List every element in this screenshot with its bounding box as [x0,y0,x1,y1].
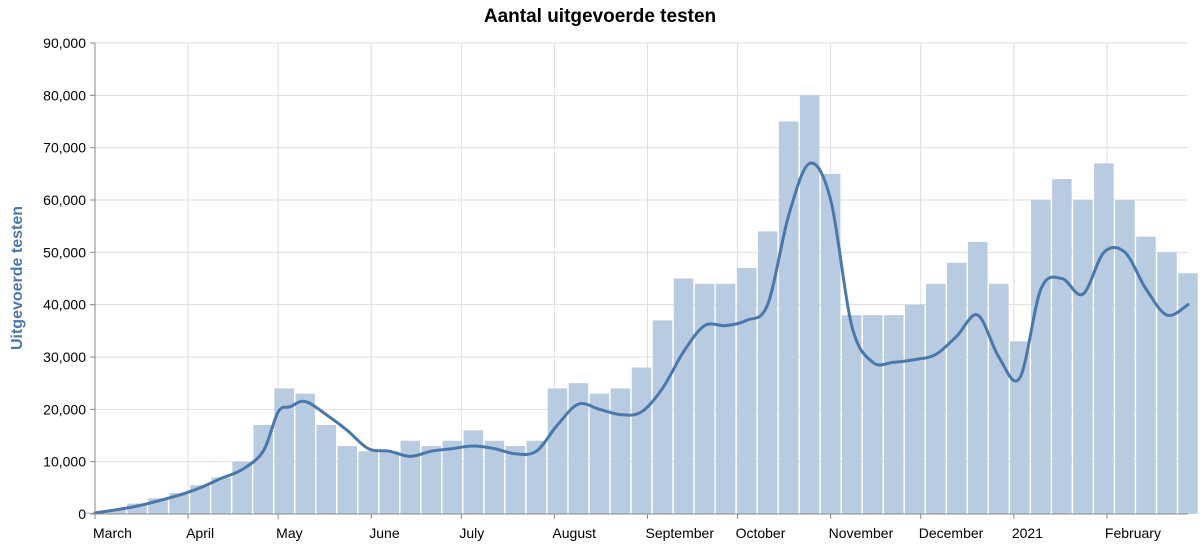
bar [968,241,988,514]
bar [631,367,652,514]
x-tick-label: February [1105,525,1161,541]
y-tick-label: 40,000 [43,297,86,313]
bar [316,425,336,514]
bar [568,383,589,514]
bar [295,393,315,514]
x-tick-label: November [829,525,894,541]
bar [1031,200,1051,514]
x-tick-label: March [93,525,132,541]
bar [778,121,799,514]
bar [715,283,736,514]
x-tick-label: April [186,525,214,541]
y-tick-label: 80,000 [43,87,86,103]
bar [841,315,862,514]
axes [90,42,1188,519]
bar [358,451,379,514]
bar [799,95,820,514]
bar [1094,163,1114,514]
bar [926,283,946,514]
bar [484,440,505,514]
line-series [93,161,1190,515]
bar [1157,252,1177,515]
x-tick-label: July [459,525,484,541]
bar [989,283,1009,514]
y-tick-label: 30,000 [43,349,86,365]
bar [652,320,673,514]
bar [1136,236,1156,514]
y-tick-label: 20,000 [43,401,86,417]
bar [1010,341,1030,514]
chart-title: Aantal uitgevoerde testen [483,6,717,27]
bar [1073,200,1093,514]
bar [169,493,189,514]
bar [463,430,484,514]
bar [421,445,442,514]
bar [547,388,568,514]
bar [694,283,715,514]
y-tick-label: 70,000 [43,140,86,156]
bar [526,440,547,514]
y-tick-label: 90,000 [43,35,86,51]
bar [610,388,631,514]
tick-labels: 0 10,000 20,000 30,000 40,000 50,000 60,000 70,… [43,35,1161,541]
bar [904,304,925,514]
bar [947,262,967,514]
x-tick-label: June [369,525,400,541]
y-tick-label: 0 [78,506,86,522]
bar [505,445,526,514]
bar [106,509,126,514]
y-tick-label: 50,000 [43,244,86,260]
x-tick-label: August [552,525,596,541]
bar [1052,179,1072,515]
bar-series [85,95,1198,515]
bar [379,451,400,514]
bar [337,445,357,514]
x-tick-label: 2021 [1012,525,1043,541]
bar [400,440,421,514]
x-tick-label: December [919,525,984,541]
bar [211,477,231,514]
y-tick-label: 10,000 [43,454,86,470]
bar [862,315,883,514]
x-tick-label: October [736,525,786,541]
bar [127,503,147,514]
bar [190,485,210,514]
bar [820,173,841,515]
bar [442,440,463,514]
bar [1115,200,1135,514]
y-tick-label: 60,000 [43,192,86,208]
bar [274,388,294,514]
bar [253,425,273,514]
bar [673,278,694,514]
bar [757,231,778,514]
y-axis-title: Uitgevoerde testen [9,206,26,350]
x-tick-label: May [276,525,302,541]
bar [589,393,610,514]
bar [1178,273,1198,514]
bar [232,461,252,514]
trend-line [93,161,1190,515]
x-tick-label: September [646,525,715,541]
bar [736,268,757,514]
bar [883,315,904,514]
